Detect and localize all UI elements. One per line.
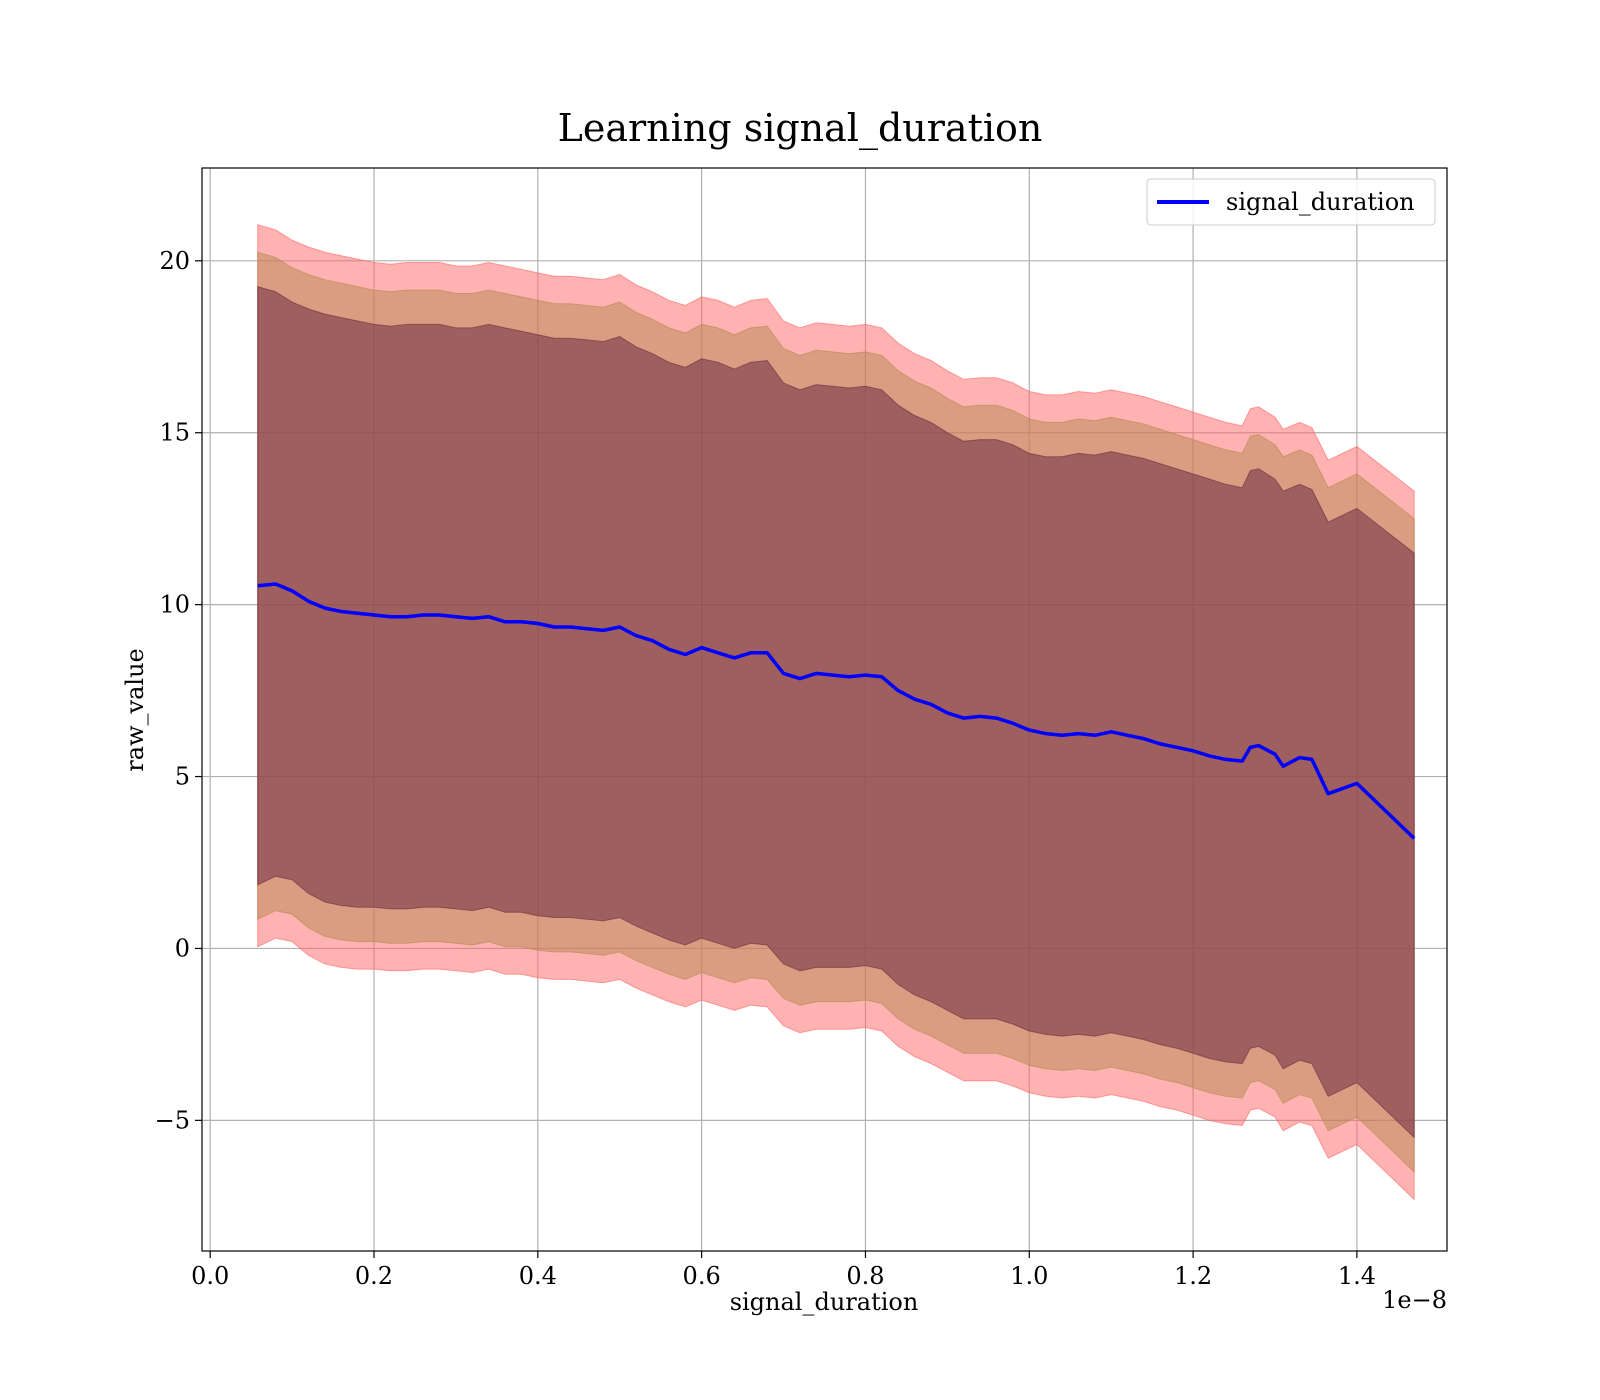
y-axis-label: raw_value	[121, 648, 149, 772]
plot-frame	[201, 167, 1448, 1252]
x-axis-ticks: 0.0 0.2 0.4 0.6 0.8 1.0 1.2 1.4	[191, 1251, 1376, 1290]
x-tick-label-3: 0.6	[683, 1262, 721, 1290]
legend-box	[1146, 178, 1436, 226]
y-axis-ticks: −5 0 5 10 15 20	[155, 247, 202, 1134]
x-tick-label-7: 1.4	[1338, 1262, 1376, 1290]
series-line-0	[257, 582, 1416, 840]
y-tick-label-1: 0	[175, 934, 190, 962]
x-tick-label-0: 0.0	[191, 1262, 229, 1290]
y-tick-label-5: 20	[159, 247, 190, 275]
y-tick-label-4: 15	[159, 419, 190, 447]
chart-title: Learning signal_duration	[558, 106, 1043, 151]
y-tick-label-2: 5	[175, 763, 190, 791]
band-inner	[257, 285, 1415, 1139]
x-tick-label-2: 0.4	[519, 1262, 557, 1290]
x-tick-label-4: 0.8	[846, 1262, 884, 1290]
x-axis-offset-label: 1e−8	[1382, 1286, 1447, 1314]
x-tick-label-1: 0.2	[355, 1262, 393, 1290]
y-tick-label-3: 10	[159, 591, 190, 619]
series-lines	[257, 582, 1416, 840]
x-axis-label: signal_duration	[730, 1288, 919, 1316]
legend-label: signal_duration	[1226, 188, 1415, 216]
x-tick-label-5: 1.0	[1010, 1262, 1048, 1290]
x-tick-label-6: 1.2	[1174, 1262, 1212, 1290]
confidence-bands	[257, 224, 1415, 1201]
legend: signal_duration	[1146, 178, 1436, 226]
y-tick-label-0: −5	[155, 1106, 190, 1134]
